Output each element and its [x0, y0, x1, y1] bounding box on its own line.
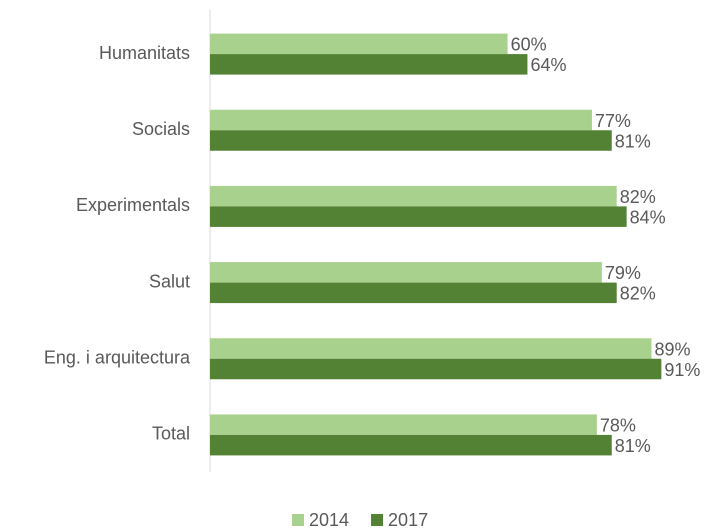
category-label: Salut — [149, 271, 190, 291]
bar — [210, 109, 592, 131]
category-label: Total — [152, 424, 190, 444]
bar — [210, 434, 612, 456]
bar — [210, 262, 602, 283]
value-label: 82% — [620, 187, 656, 207]
legend-label: 2017 — [388, 510, 428, 530]
bar — [210, 282, 617, 304]
legend-swatch — [292, 514, 304, 526]
bar — [210, 338, 652, 359]
category-label: Eng. i arquitectura — [44, 348, 191, 368]
bar — [210, 54, 528, 75]
category-label: Experimentals — [76, 195, 190, 215]
legend-swatch — [371, 514, 384, 526]
bar — [210, 185, 617, 207]
category-label: Humanitats — [99, 43, 190, 63]
value-label: 81% — [615, 436, 651, 456]
value-label: 84% — [630, 207, 666, 227]
bar — [210, 206, 627, 227]
value-label: 60% — [511, 35, 547, 55]
value-label: 82% — [620, 284, 656, 304]
category-label: Socials — [132, 119, 190, 139]
value-label: 91% — [664, 360, 700, 380]
value-label: 77% — [595, 111, 631, 131]
bar — [210, 358, 662, 380]
bar — [210, 414, 597, 435]
value-label: 64% — [530, 55, 566, 75]
bar — [210, 33, 508, 55]
value-label: 78% — [600, 415, 636, 435]
legend-label: 2014 — [309, 510, 349, 530]
value-label: 79% — [605, 263, 641, 283]
value-label: 81% — [615, 131, 651, 151]
value-label: 89% — [654, 339, 690, 359]
bar — [210, 130, 612, 151]
